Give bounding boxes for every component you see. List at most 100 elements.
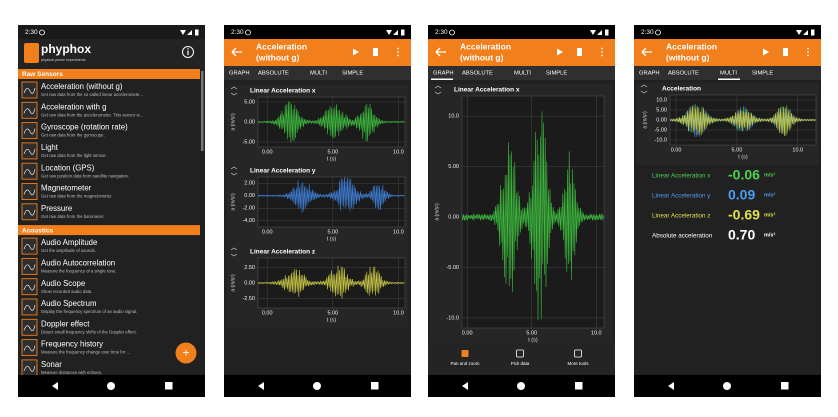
toolbar-subtitle: (without g) — [666, 52, 710, 62]
app-header — [18, 39, 205, 69]
y-axis-label: a (m/s²) — [230, 274, 236, 292]
item-icon-glyph — [23, 325, 36, 332]
tool-icon[interactable] — [461, 350, 469, 357]
nav-recents[interactable] — [371, 382, 379, 390]
delete-button[interactable] — [577, 48, 582, 56]
nav-home[interactable] — [723, 382, 731, 390]
x-tick-label: 10.0 — [591, 330, 602, 336]
tool-label[interactable]: More tools — [567, 361, 589, 366]
tab[interactable]: MULTI — [310, 71, 327, 77]
x-tick-label: 10.0 — [393, 149, 404, 155]
waveforms — [462, 111, 604, 321]
y-tick-label: 5.00 — [244, 99, 255, 105]
menu-dot — [397, 51, 399, 53]
item-description: Get raw position data from satellite nav… — [41, 173, 129, 178]
status-time: 2:30 — [231, 29, 244, 36]
nav-recents[interactable] — [781, 382, 789, 390]
item-icon-glyph — [23, 365, 36, 372]
y-tick-label: 0.00 — [244, 193, 255, 199]
nav-home[interactable] — [107, 382, 115, 390]
tab[interactable]: ABSOLUTE — [462, 71, 493, 77]
readout-unit: m/s² — [764, 191, 775, 198]
waveforms — [258, 177, 405, 213]
y-tick-label: 10.0 — [656, 97, 667, 103]
waveform — [258, 265, 405, 300]
item-description: Get raw data from the accelerometer. Thi… — [41, 112, 143, 117]
tool-label[interactable]: Pick data — [511, 361, 530, 366]
fab-button[interactable] — [175, 342, 197, 364]
nav-back[interactable] — [462, 382, 468, 390]
tab[interactable]: ABSOLUTE — [258, 71, 289, 77]
back-button[interactable] — [435, 47, 446, 57]
toolbar-title: Acceleration — [666, 41, 717, 51]
item-icon-glyph — [23, 108, 36, 115]
tab[interactable]: GRAPH — [639, 71, 660, 77]
status-icon — [39, 29, 45, 36]
item-title: Gyroscope (rotation rate) — [41, 123, 128, 132]
item-title: Audio Autocorrelation — [41, 258, 115, 267]
tool-icon[interactable] — [516, 349, 524, 358]
waveform — [462, 111, 604, 321]
x-tick-label: 0.00 — [462, 330, 473, 336]
back-button[interactable] — [641, 47, 652, 57]
expand-icon[interactable] — [230, 247, 238, 257]
y-tick-label: -10.0 — [446, 315, 459, 321]
nav-back[interactable] — [668, 382, 674, 390]
tool-icon[interactable] — [574, 349, 582, 358]
item-icon-glyph — [23, 209, 36, 216]
screen-content: 2:30 Acceleration(without g) GRAPH ABSOLUTE… — [224, 25, 411, 397]
delete-button[interactable] — [783, 48, 788, 56]
signal-icon — [597, 30, 602, 35]
x-axis-label: t (s) — [738, 154, 748, 160]
item-description: Show recorded audio data. — [41, 289, 92, 294]
y-tick-label: 5.00 — [448, 164, 459, 170]
nav-recents[interactable] — [575, 382, 583, 390]
nav-home[interactable] — [313, 382, 321, 390]
expand-icon[interactable] — [434, 85, 442, 95]
expand-icon[interactable] — [230, 86, 238, 96]
tab[interactable]: MULTI — [720, 71, 737, 77]
x-axis-label: t (s) — [327, 317, 337, 323]
play-button[interactable] — [557, 48, 563, 56]
battery-icon — [605, 29, 609, 36]
x-tick-label: 10.0 — [393, 310, 404, 316]
nav-recents[interactable] — [165, 382, 173, 390]
info-button[interactable] — [182, 46, 194, 58]
section-header — [18, 69, 200, 79]
x-tick-label: 5.00 — [732, 147, 743, 153]
item-description: Measure the frequency change over time f… — [41, 350, 130, 355]
signal-icon — [187, 30, 192, 35]
tab-bar — [428, 66, 615, 80]
back-button[interactable] — [231, 47, 242, 57]
tab[interactable]: SIMPLE — [342, 71, 363, 77]
menu-dot — [807, 47, 809, 50]
play-button[interactable] — [353, 48, 359, 56]
item-description: Display the frequency spectrum of an aud… — [41, 309, 137, 314]
tab[interactable]: SIMPLE — [752, 71, 773, 77]
tab[interactable]: GRAPH — [229, 71, 250, 77]
nav-home[interactable] — [517, 382, 525, 390]
phone-screen: 2:30 Acceleration(without g) GRAPH ABSOLUTE… — [224, 25, 411, 397]
expand-icon[interactable] — [230, 166, 238, 176]
menu-dot — [601, 51, 603, 53]
y-tick-label: 0.00 — [244, 280, 255, 286]
item-icon-glyph — [23, 304, 36, 311]
y-tick-label: 2.50 — [244, 265, 255, 271]
delete-button[interactable] — [373, 48, 378, 56]
expand-icon[interactable] — [640, 84, 648, 94]
status-icon — [449, 29, 455, 36]
nav-back[interactable] — [258, 382, 264, 390]
menu-dot — [601, 54, 603, 57]
app-name: phyphox — [41, 42, 91, 56]
tab[interactable]: MULTI — [514, 71, 531, 77]
tool-label[interactable]: Pan and zoom — [450, 361, 479, 366]
tab[interactable]: ABSOLUTE — [668, 71, 699, 77]
nav-back[interactable] — [52, 382, 58, 390]
waveform — [258, 101, 405, 143]
graph-title: Linear Acceleration y — [250, 168, 316, 175]
status-bar — [428, 25, 615, 39]
play-button[interactable] — [763, 48, 769, 56]
tab[interactable]: SIMPLE — [546, 71, 567, 77]
tab[interactable]: GRAPH — [433, 71, 454, 77]
toolbar-subtitle: (without g) — [460, 52, 504, 62]
